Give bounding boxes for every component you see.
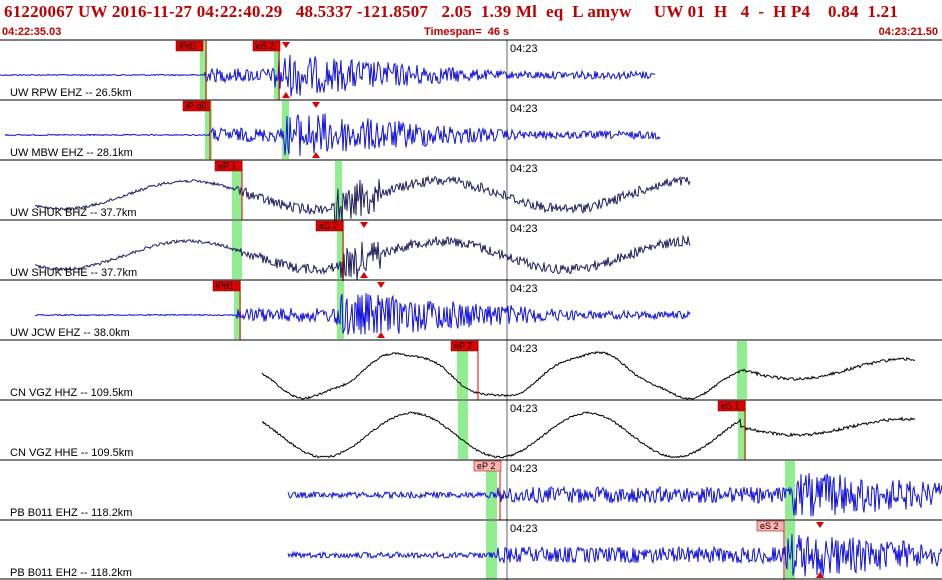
pick-window [337, 221, 344, 279]
pick-flag-label: eP 1 [218, 161, 236, 171]
minute-tick-label: 04:23 [510, 403, 538, 415]
pick-flag[interactable] [717, 400, 746, 412]
pick-flag[interactable] [212, 280, 241, 292]
timespan-value: 46 s [487, 26, 510, 38]
pick-flag-label: iP d0 [186, 101, 206, 111]
pick-flag[interactable] [182, 100, 211, 112]
amplitude-marker-top [816, 522, 824, 528]
amplitude-marker-bottom [360, 272, 368, 278]
pick-window [205, 101, 212, 159]
station-label: UW SHUK BHE -- 37.7km [10, 267, 137, 279]
minute-tick-label: 04:23 [510, 163, 538, 175]
pick-window [785, 521, 795, 579]
waveform-trace[interactable] [287, 473, 942, 517]
pick-flag[interactable] [175, 40, 204, 52]
timespan-label: Timespan= 46 s [424, 26, 509, 38]
pick-window [486, 461, 497, 519]
station-label: PB B011 EHZ -- 118.2km [10, 507, 132, 519]
minute-tick-label: 04:23 [510, 103, 538, 115]
station-label: UW MBW EHZ -- 28.1km [10, 147, 133, 159]
pick-flag[interactable] [473, 460, 502, 472]
pick-window [458, 401, 468, 459]
station-label: PB B011 EH2 -- 118.2km [10, 567, 132, 579]
amplitude-marker-top [312, 102, 320, 108]
amplitude-marker-top [377, 282, 385, 288]
pick-window [282, 101, 289, 159]
minute-tick-label: 04:23 [510, 463, 538, 475]
waveform-trace[interactable] [261, 411, 916, 459]
amplitude-marker-top [360, 222, 368, 228]
station-label: UW JCW EHZ -- 38.0km [10, 327, 130, 339]
station-label: UW SHUK BHZ -- 37.7km [10, 207, 137, 219]
pick-window [232, 161, 242, 219]
pick-window [785, 461, 795, 519]
amplitude-marker-bottom [377, 332, 385, 338]
pick-flag-label: eS 2 [256, 41, 275, 51]
pick-flag[interactable] [450, 340, 479, 352]
end-time-label: 04:23:21.50 [878, 26, 938, 38]
station-label: UW RPW EHZ -- 26.5km [10, 87, 132, 99]
waveform-trace[interactable] [287, 534, 942, 577]
pick-flag-label: eS 2 [760, 521, 779, 531]
pick-window [738, 401, 746, 459]
station-label: CN VGZ HHZ -- 109.5km [10, 387, 133, 399]
amplitude-marker-bottom [816, 572, 824, 578]
waveform-trace[interactable] [34, 293, 691, 335]
pick-flag-label: iPd1 [216, 281, 234, 291]
minute-tick-label: 04:23 [510, 223, 538, 235]
pick-flag[interactable] [252, 40, 281, 52]
event-header: 61220067 UW 2016-11-27 04:22:40.29 48.53… [0, 0, 942, 40]
minute-tick-label: 04:23 [510, 283, 538, 295]
waveform-trace[interactable] [34, 234, 691, 285]
pick-window [200, 41, 207, 99]
start-time-label: 04:22:35.03 [2, 26, 62, 38]
event-summary-line: 61220067 UW 2016-11-27 04:22:40.29 48.53… [4, 2, 899, 21]
amplitude-marker-top [282, 42, 290, 48]
pick-flag-label: iPd1 [179, 41, 197, 51]
minute-tick-label: 04:23 [510, 43, 538, 55]
pick-flag[interactable] [756, 520, 785, 532]
minute-tick-label: 04:23 [510, 523, 538, 535]
timespan-label-text: Timespan= [424, 26, 482, 38]
waveform-trace[interactable] [34, 175, 691, 228]
minute-tick-label: 04:23 [510, 343, 538, 355]
waveform-trace[interactable] [261, 350, 916, 400]
station-label: CN VGZ HHE -- 109.5km [10, 447, 133, 459]
pick-window [486, 521, 497, 579]
pick-window [457, 341, 468, 399]
pick-flag[interactable] [214, 160, 243, 172]
pick-flag-label: eP 2 [477, 461, 495, 471]
waveform-trace[interactable] [4, 113, 661, 156]
pick-flag-label: eP 2 [454, 341, 472, 351]
pick-window [274, 41, 280, 99]
amplitude-marker-bottom [312, 152, 320, 158]
pick-flag-label: eS 2 [319, 221, 338, 231]
pick-flag[interactable] [315, 220, 344, 232]
waveform-trace[interactable] [0, 54, 656, 97]
amplitude-marker-bottom [282, 92, 290, 98]
pick-flag-label: eS 1 [721, 401, 740, 411]
